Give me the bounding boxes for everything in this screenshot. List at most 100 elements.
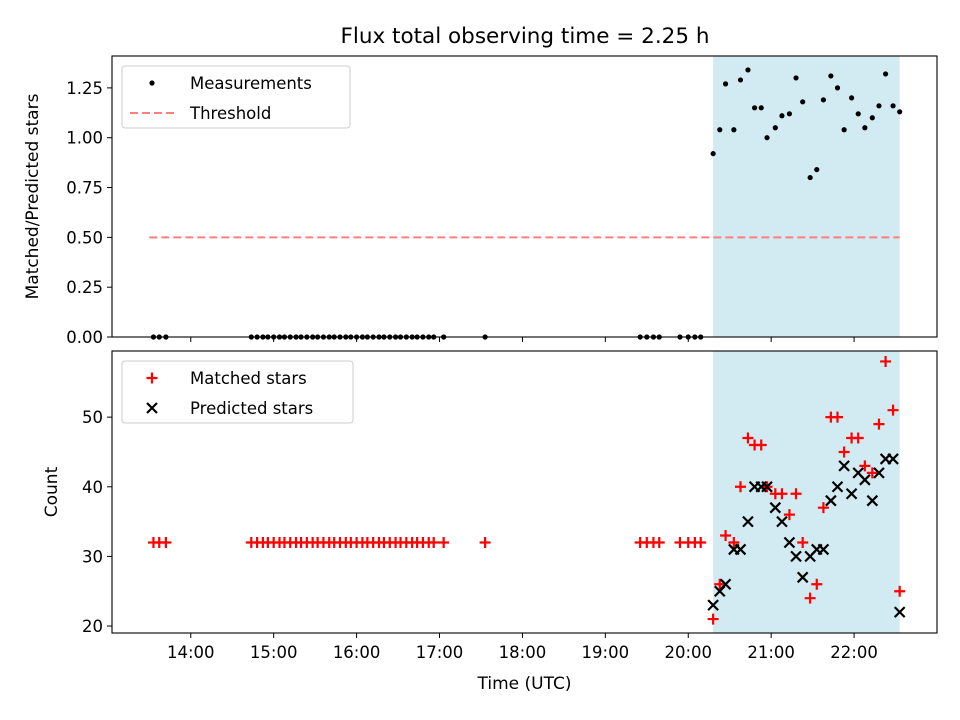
data-point [719,578,732,591]
data-point [734,481,746,493]
data-point [720,530,732,542]
x-tick-label: 21:00 [747,643,795,662]
x-tick-label: 20:00 [664,643,712,662]
data-point [887,453,899,465]
data-point [714,578,726,590]
data-point [887,404,899,416]
x-tick-label: 19:00 [582,643,630,662]
data-point [876,103,882,109]
x-tick-label: 15:00 [250,643,298,662]
data-point [838,446,850,458]
data-point [772,125,778,131]
x-axis-label: Time (UTC) [477,674,572,694]
data-point [751,105,758,111]
x-tick-label: 16:00 [333,643,381,662]
y-axis-label: Count [42,466,62,517]
star-count-panel: 20 30 40 50 14:00 15:00 16:00 17:00 18:00 19:00 20… [42,350,938,694]
data-point [814,166,820,173]
data-point [764,135,770,141]
data-point [845,487,858,500]
data-point [859,474,871,486]
data-point [817,502,829,514]
data-point [880,355,892,367]
data-point [707,613,719,625]
data-point [758,105,764,111]
data-point [804,592,816,604]
data-point [820,97,827,103]
data-point [866,467,878,479]
data-point [776,488,788,500]
data-point [779,113,785,119]
axes-frame [111,350,938,634]
data-point [817,543,830,556]
y-tick-label: 0.75 [66,179,103,198]
y-tick-label: 40 [82,478,103,497]
data-point [728,536,740,548]
data-point [717,127,723,133]
y-tick-label: 30 [82,547,103,566]
legend: Measurements Threshold [121,65,351,129]
data-point [755,439,767,451]
y-tick-label: 0.25 [66,278,103,297]
data-point [862,125,868,131]
data-point [893,606,906,618]
data-point [737,77,744,83]
data-point [776,515,788,528]
data-point [894,585,906,597]
data-point [653,536,665,548]
legend-marker [149,80,155,86]
y-tick-label: 20 [82,617,103,636]
data-point [841,127,847,133]
data-point [790,488,802,500]
data-point [890,103,896,109]
data-point [807,174,813,181]
y-axis-label: Matched/Predicted stars [23,93,43,299]
data-point [873,418,885,430]
data-point [761,481,773,493]
data-point [707,599,719,611]
data-point [859,460,871,472]
data-point [838,460,850,472]
y-tick-label: 1.25 [66,79,103,98]
data-point [866,494,879,507]
legend-label: Predicted stars [190,399,313,418]
legend-label: Measurements [190,74,312,93]
y-tick-label: 0.00 [66,328,103,347]
data-point [848,95,855,101]
data-point [797,536,809,548]
series-matched-stars [147,355,906,625]
observing-window-span [713,56,900,337]
data-point [438,536,450,548]
y-tick-label: 0.50 [66,228,103,247]
data-point [742,432,754,444]
flux-ratio-panel: 0.00 0.25 0.50 0.75 1.00 1.25 Matched/Predicte… [23,55,938,347]
legend-marker [146,372,158,384]
data-point [869,115,875,121]
data-point [834,85,841,91]
data-point [160,536,172,548]
data-point [786,111,793,117]
legend-box [121,360,354,424]
data-point [831,481,844,493]
legend-label: Matched stars [190,369,307,388]
data-point [800,99,806,105]
x-tick-label: 18:00 [499,643,547,662]
data-point [742,515,754,528]
data-point [897,109,903,115]
data-point [734,543,747,556]
data-point [695,536,707,548]
y-tick-label: 50 [82,408,103,427]
data-point [722,81,729,87]
data-point [873,467,885,479]
data-point [479,536,491,548]
data-point [852,432,864,444]
data-point [731,127,737,133]
data-point [710,151,716,157]
data-point [855,111,861,117]
data-point [428,536,440,548]
data-point [793,75,799,81]
data-point [796,571,809,584]
legend-marker [146,402,158,414]
data-point [790,550,802,563]
